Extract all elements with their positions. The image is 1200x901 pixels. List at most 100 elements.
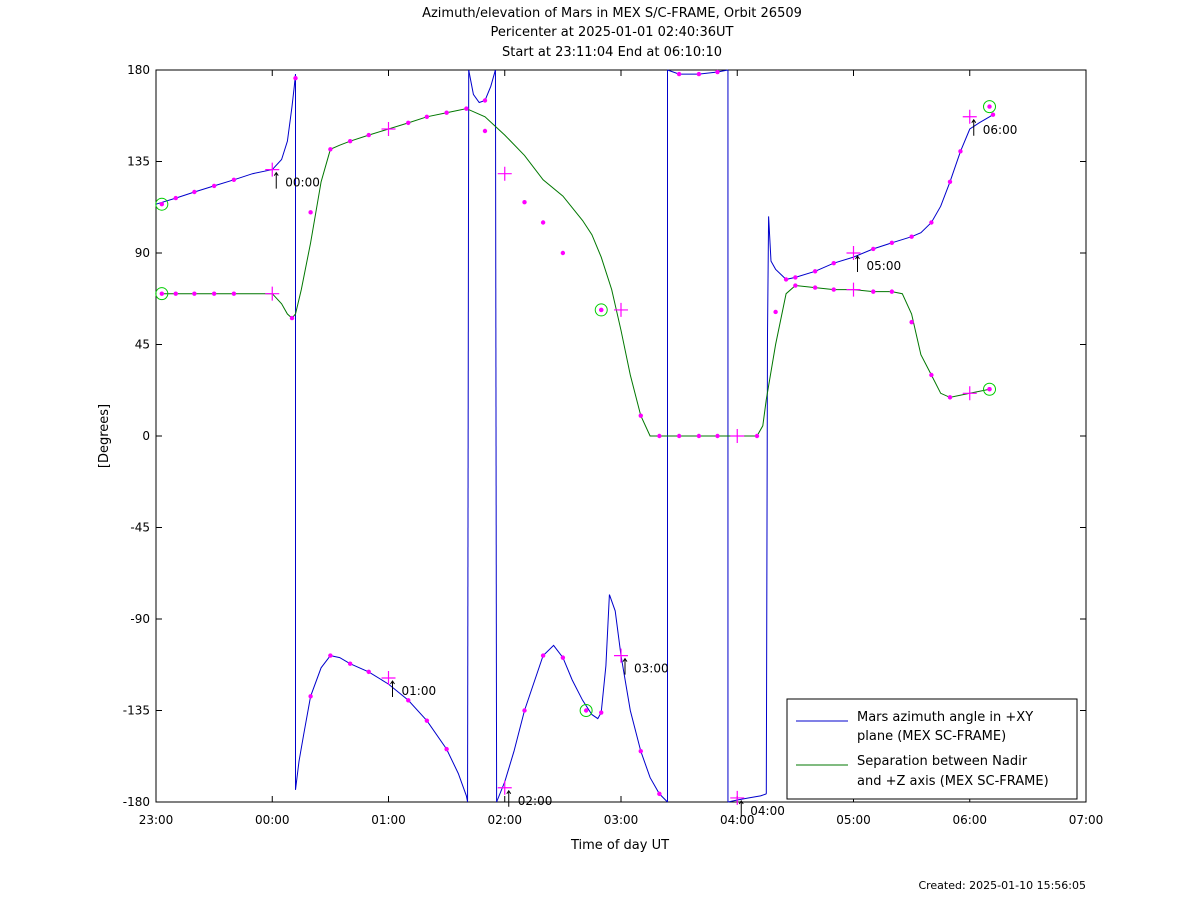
hour-label: 01:00 bbox=[402, 684, 437, 698]
data-point bbox=[406, 698, 411, 703]
hour-cross bbox=[265, 286, 280, 301]
x-tick-label: 03:00 bbox=[604, 813, 639, 827]
y-axis: 180 135 90 45 0 -45 -90 -135 -180 bbox=[123, 63, 1086, 809]
x-axis-label: Time of day UT bbox=[570, 838, 669, 853]
hour-arrow bbox=[855, 255, 860, 272]
chart-title-line-2: Pericenter at 2025-01-01 02:40:36UT bbox=[490, 25, 733, 40]
hour-cross bbox=[614, 302, 628, 317]
hour-cross bbox=[962, 386, 977, 401]
data-point bbox=[293, 75, 298, 81]
data-point bbox=[482, 98, 488, 103]
hour-label: 03:00 bbox=[634, 662, 669, 676]
data-point bbox=[812, 285, 818, 290]
series-azimuth-wrap bbox=[467, 69, 470, 803]
data-point bbox=[987, 387, 992, 392]
hour-arrow bbox=[738, 800, 744, 817]
data-point bbox=[231, 291, 237, 296]
hour-cross bbox=[497, 166, 512, 181]
data-point bbox=[783, 277, 789, 282]
data-point bbox=[958, 149, 963, 154]
legend-box bbox=[786, 698, 1078, 800]
hour-label: 05:00 bbox=[867, 259, 902, 273]
chart-title-line-1: Azimuth/elevation of Mars in MEX S/C-FRA… bbox=[422, 6, 802, 21]
data-point bbox=[522, 708, 527, 713]
data-point bbox=[638, 413, 643, 418]
data-point bbox=[831, 260, 836, 266]
data-point bbox=[159, 202, 165, 207]
data-point bbox=[793, 283, 798, 288]
hour-cross bbox=[730, 429, 745, 443]
hour-arrow bbox=[506, 789, 512, 807]
data-point bbox=[192, 291, 197, 296]
data-point bbox=[211, 183, 217, 189]
data-point bbox=[773, 309, 778, 315]
data-point bbox=[676, 433, 682, 439]
chart-title-line-3: Start at 23:11:04 End at 06:10:10 bbox=[502, 45, 722, 60]
series-azimuth-line bbox=[727, 793, 767, 803]
series-azimuth-wrap bbox=[494, 69, 498, 803]
event-circle bbox=[579, 704, 593, 717]
y-tick-label: -135 bbox=[123, 704, 150, 718]
data-point bbox=[871, 246, 876, 252]
x-tick-label: 01:00 bbox=[371, 813, 406, 827]
y-tick-label: 135 bbox=[127, 155, 150, 169]
event-circle bbox=[983, 382, 997, 396]
series-layer bbox=[155, 69, 994, 803]
data-point bbox=[929, 220, 934, 225]
data-point bbox=[308, 694, 313, 699]
data-point bbox=[987, 104, 992, 109]
data-point bbox=[289, 315, 295, 321]
data-point bbox=[347, 661, 353, 666]
data-point bbox=[424, 718, 430, 723]
hour-cross bbox=[730, 790, 745, 805]
hour-cross bbox=[381, 121, 396, 136]
data-point bbox=[366, 132, 371, 138]
data-point bbox=[889, 289, 895, 294]
data-point bbox=[444, 110, 449, 115]
data-point bbox=[831, 287, 836, 292]
created-timestamp: Created: 2025-01-10 15:56:05 bbox=[918, 879, 1086, 892]
data-point bbox=[560, 250, 566, 256]
hour-label: 02:00 bbox=[518, 794, 553, 808]
hour-label: 06:00 bbox=[983, 123, 1018, 137]
y-tick-label: -90 bbox=[130, 612, 150, 626]
data-point bbox=[308, 210, 313, 215]
y-tick-label: 45 bbox=[135, 338, 150, 352]
data-point bbox=[696, 433, 702, 439]
data-point bbox=[424, 114, 430, 119]
hour-cross bbox=[614, 648, 628, 663]
x-tick-label: 00:00 bbox=[255, 813, 290, 827]
data-point bbox=[947, 395, 953, 400]
event-circle bbox=[155, 197, 169, 211]
hour-cross bbox=[846, 282, 861, 297]
data-point bbox=[889, 240, 895, 246]
hour-arrow bbox=[390, 680, 395, 697]
hour-label: 00:00 bbox=[285, 176, 320, 190]
data-point bbox=[812, 269, 818, 274]
hour-arrow bbox=[971, 118, 977, 136]
data-point bbox=[599, 710, 604, 715]
data-point bbox=[406, 120, 411, 126]
data-point bbox=[540, 220, 546, 225]
data-point bbox=[444, 746, 449, 752]
data-point bbox=[522, 199, 527, 205]
hour-cross bbox=[265, 162, 280, 177]
hour-cross bbox=[497, 780, 512, 795]
data-point bbox=[990, 112, 996, 117]
data-point bbox=[540, 653, 546, 658]
y-tick-label: -45 bbox=[130, 521, 150, 535]
data-point bbox=[793, 275, 798, 280]
data-point bbox=[871, 289, 876, 294]
hour-arrow bbox=[622, 657, 628, 675]
y-tick-label: -180 bbox=[123, 795, 150, 809]
event-circle bbox=[983, 100, 997, 114]
data-point bbox=[754, 433, 760, 439]
data-point bbox=[583, 708, 589, 713]
x-tick-label: 02:00 bbox=[487, 813, 522, 827]
data-point bbox=[909, 234, 914, 239]
legend-label-azimuth-1: Mars azimuth angle in +XY bbox=[857, 710, 1033, 725]
data-point bbox=[347, 138, 353, 144]
hour-cross bbox=[962, 109, 977, 124]
data-point bbox=[676, 71, 682, 77]
